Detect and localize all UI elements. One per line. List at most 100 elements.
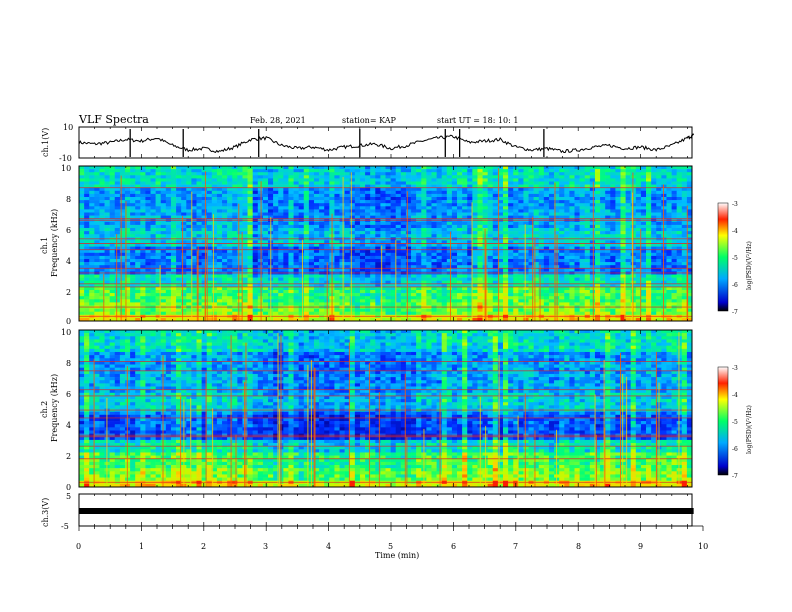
spectrogram-cell (339, 262, 345, 266)
spectrogram-cell (273, 246, 279, 250)
spectrogram-cell (446, 212, 453, 216)
spectrogram-cell (293, 277, 299, 281)
spectrogram-cell (390, 277, 397, 281)
spectrogram-cell (390, 240, 397, 244)
spectrogram-cell (84, 193, 90, 198)
spectrogram-cell (313, 262, 320, 266)
spectrogram-cell (278, 224, 284, 229)
spectrogram-cell (99, 206, 105, 210)
spectrogram-cell (426, 172, 432, 176)
spectrogram-cell (145, 259, 151, 263)
spectrogram-cell (283, 224, 289, 229)
spectrogram-cell (436, 268, 442, 272)
spectrogram-cell (232, 181, 238, 185)
spectrogram-cell (89, 190, 95, 195)
spectrogram-cell (584, 215, 591, 219)
spectrogram-cell (676, 203, 683, 207)
spectrogram-cell (181, 246, 187, 250)
spectrogram-cell (181, 224, 187, 229)
spectrogram-cell (186, 259, 192, 263)
spectrogram-cell (579, 212, 586, 216)
spectrogram-cell (273, 215, 279, 219)
spectrogram-cell (400, 169, 407, 173)
spectrogram-cell (390, 280, 397, 285)
spectrogram-cell (79, 252, 85, 257)
spectrogram-cell (303, 240, 310, 244)
spectrogram-cell (569, 190, 575, 195)
spectrogram-cell (170, 172, 177, 176)
spectrogram-cell (145, 215, 151, 219)
spectrogram-cell (191, 209, 197, 213)
spectrogram-cell (676, 265, 683, 269)
spectrogram-cell (150, 212, 156, 216)
spectrogram-cell (293, 169, 299, 173)
spectrogram-cell (232, 234, 238, 238)
spectrogram-cell (559, 169, 565, 173)
spectrogram-cell (283, 262, 289, 266)
spectrogram-cell (416, 255, 422, 260)
spectrogram-cell (380, 221, 386, 226)
spectrogram-cell (191, 181, 197, 185)
spectrogram-cell (375, 259, 381, 263)
spectrogram-cell (666, 262, 672, 266)
spectrogram-cell (124, 206, 131, 210)
spectrogram-cell (569, 290, 575, 294)
spectrogram-cell (651, 175, 657, 179)
spectrogram-cell (620, 175, 626, 179)
spectrogram-cell (155, 166, 162, 170)
spectrogram-cell (165, 246, 172, 250)
spectrogram-cell (446, 224, 453, 229)
spectrogram-cell (242, 259, 248, 263)
spectrogram-cell (303, 224, 310, 229)
spectrogram-cell (569, 184, 575, 188)
spectrogram-cell (176, 178, 182, 182)
spectrogram-cell (319, 193, 325, 198)
spectrogram-cell (252, 255, 259, 260)
spectrogram-cell (518, 252, 524, 257)
spectrogram-cell (293, 193, 299, 198)
spectrogram-cell (559, 193, 565, 198)
spectrogram-cell (135, 197, 141, 201)
spectrogram-cell (615, 243, 621, 247)
spectrogram-cell (191, 212, 197, 216)
spectrogram-cell (365, 259, 371, 263)
spectrogram-cell (176, 209, 182, 213)
spectrogram-cell (676, 280, 683, 285)
spectrogram-cell (462, 190, 468, 195)
spectrogram-cell (462, 246, 468, 250)
spectrogram-cell (416, 249, 422, 254)
spectrogram-cell (242, 265, 248, 269)
spectrogram-cell (278, 246, 284, 250)
spectrogram-cell (502, 286, 509, 291)
spectrogram-cell (421, 206, 427, 210)
spectrogram-cell (176, 190, 182, 195)
spectrogram-cell (492, 268, 499, 272)
spectrogram-cell (451, 231, 458, 235)
spectrogram-cell (646, 212, 652, 216)
spectrogram-cell (206, 231, 213, 235)
spectrogram-cell (625, 262, 631, 266)
spectrogram-cell (625, 172, 631, 176)
spectrogram-cell (319, 274, 325, 278)
spectrogram-cell (155, 262, 162, 266)
spectrogram-cell (257, 234, 264, 238)
spectrogram-cell (124, 187, 131, 192)
spectrogram-cell (303, 249, 310, 254)
spectrogram-cell (308, 178, 315, 182)
spectrogram-cell (492, 212, 499, 216)
spectrogram-cell (625, 224, 631, 229)
spectrogram-cell (365, 181, 371, 185)
spectrogram-cell (436, 255, 442, 260)
spectrogram-cell (165, 172, 172, 176)
spectrogram-cell (405, 274, 412, 278)
spectrogram-cell (543, 280, 550, 285)
spectrogram-cell (227, 252, 233, 257)
spectrogram-cell (426, 187, 432, 192)
spectrogram-cell (482, 215, 488, 219)
spectrogram-cell (671, 243, 677, 247)
spectrogram-cell (635, 280, 642, 285)
spectrogram-cell (319, 234, 325, 238)
spectrogram-cell (513, 234, 519, 238)
spectrogram-cell (344, 268, 351, 272)
spectrogram-cell (554, 175, 560, 179)
